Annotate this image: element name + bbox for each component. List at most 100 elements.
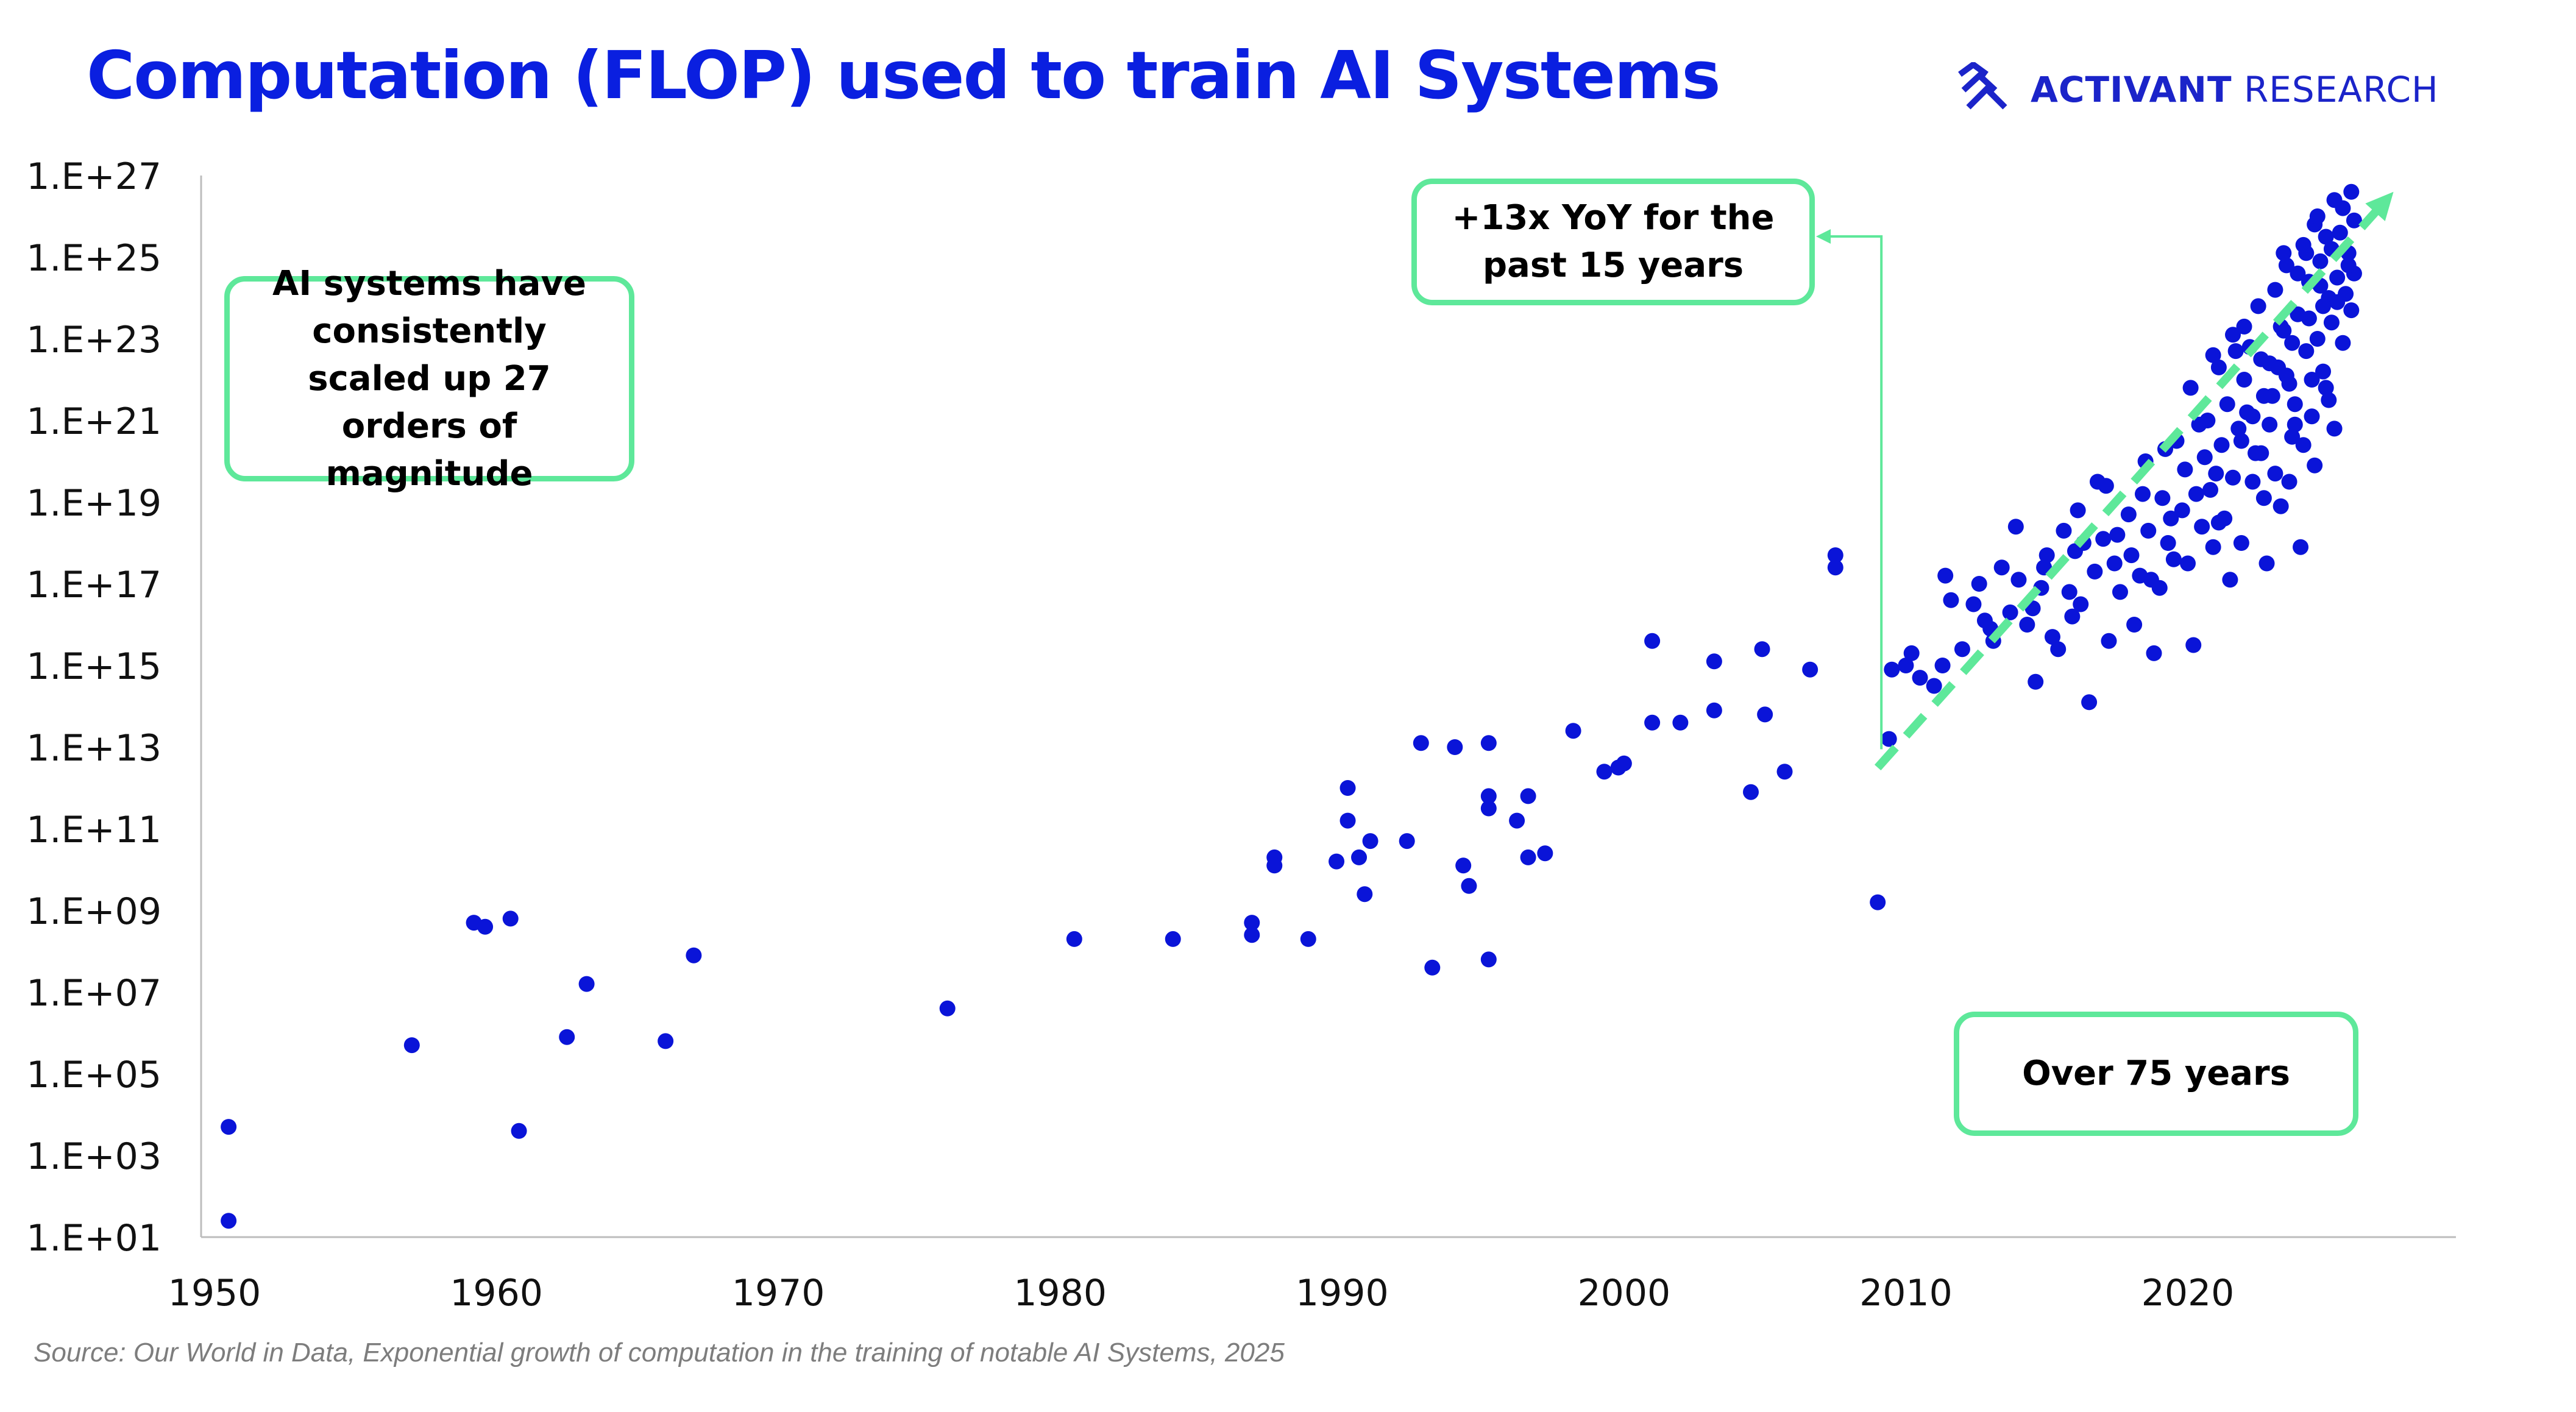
data-point [2140,522,2157,539]
data-point [1881,731,1897,747]
data-point [2225,469,2241,486]
data-point [2070,502,2086,519]
chart-axes [200,176,2456,1238]
data-point [221,1119,237,1135]
data-point [2301,310,2317,327]
data-point [2219,396,2235,413]
data-point [2101,633,2117,649]
data-point [2210,359,2227,375]
data-point [2106,555,2123,572]
data-point [1351,849,1368,865]
data-point [2208,466,2224,482]
data-point [2304,408,2320,425]
data-point [403,1037,420,1054]
brand-name-light: RESEARCH [2232,69,2439,110]
data-point [1827,547,1843,564]
data-point [1339,812,1356,829]
y-tick-label: 1.E+19 [26,482,161,525]
data-point [1266,857,1283,874]
y-tick-label: 1.E+03 [26,1135,161,1178]
yoy-connector-arrow [1816,229,1883,750]
data-point [686,947,702,963]
data-point [2213,437,2230,453]
data-point [2278,257,2294,274]
data-point [2284,428,2301,445]
data-point [2227,343,2244,360]
data-point [2287,416,2303,433]
data-point [2267,282,2283,298]
data-point [2112,584,2128,600]
data-point [1754,641,1770,658]
x-tick-label: 1960 [450,1272,543,1314]
data-point [2290,265,2306,282]
trend-dashed-line [1874,205,2383,771]
data-point [1596,764,1613,780]
data-point [1339,780,1356,796]
data-point [2255,490,2272,506]
data-point [1520,849,1536,865]
data-point [1934,658,1951,673]
data-point [2276,245,2292,261]
data-point [2318,380,2334,396]
data-point [1461,878,1477,894]
data-point [2222,572,2238,588]
x-tick-label: 2000 [1578,1272,1671,1314]
data-point [2343,183,2360,200]
data-point [1884,661,1900,678]
data-point [2298,343,2315,360]
data-point [2044,629,2060,645]
activant-chevron-logo-icon [1958,62,2007,110]
data-point [2126,617,2143,633]
data-point [2163,510,2179,527]
data-point [2098,478,2114,494]
data-point [1971,576,1987,592]
y-tick-label: 1.E+13 [26,727,161,770]
x-tick-label: 1980 [1013,1272,1107,1314]
data-point [2177,461,2193,478]
data-point [2321,392,2337,408]
data-point [2250,298,2266,314]
brand-name: ACTIVANT RESEARCH [2031,69,2439,110]
data-point [1066,931,1082,947]
data-point [2188,486,2204,502]
data-point [2309,331,2326,347]
x-tick-label: 1990 [1296,1272,1389,1314]
data-point [559,1029,575,1045]
page-title: Computation (FLOP) used to train AI Syst… [87,38,1721,114]
data-point [1329,853,1345,870]
data-point [1757,706,1773,723]
y-tick-labels: 1.E+01 1.E+03 1.E+05 1.E+07 1.E+09 1.E+11 1.E+… [26,155,161,1260]
data-point [578,976,595,992]
data-point [2154,490,2171,506]
data-point [939,1000,956,1016]
y-tick-label: 1.E+07 [26,972,161,1015]
data-point [2194,519,2210,535]
data-point [2307,457,2323,474]
data-point [2028,673,2044,690]
data-point [2038,547,2055,564]
yoy-growth-callout: +13x YoY for the past 15 years [1411,179,1815,305]
data-point [2315,298,2332,314]
data-point [1300,931,1316,947]
data-point [2343,302,2360,319]
data-point [1165,931,1181,947]
data-point [2244,408,2261,425]
data-point [2323,314,2340,331]
data-point [2064,608,2081,625]
data-point [2315,363,2332,380]
data-point [1965,596,1982,612]
data-point [2073,596,2089,612]
data-point [2312,253,2329,269]
data-point [2346,212,2362,229]
data-point [1520,788,1536,804]
x-tick-label: 2010 [1859,1272,1953,1314]
data-point [1644,714,1661,731]
data-point [2332,224,2348,241]
data-point [2262,416,2278,433]
data-point [1802,661,1818,678]
data-point [2253,445,2269,461]
data-point [2210,514,2227,531]
data-point [2120,506,2137,523]
data-point [2007,519,2024,535]
data-point [1413,735,1429,751]
